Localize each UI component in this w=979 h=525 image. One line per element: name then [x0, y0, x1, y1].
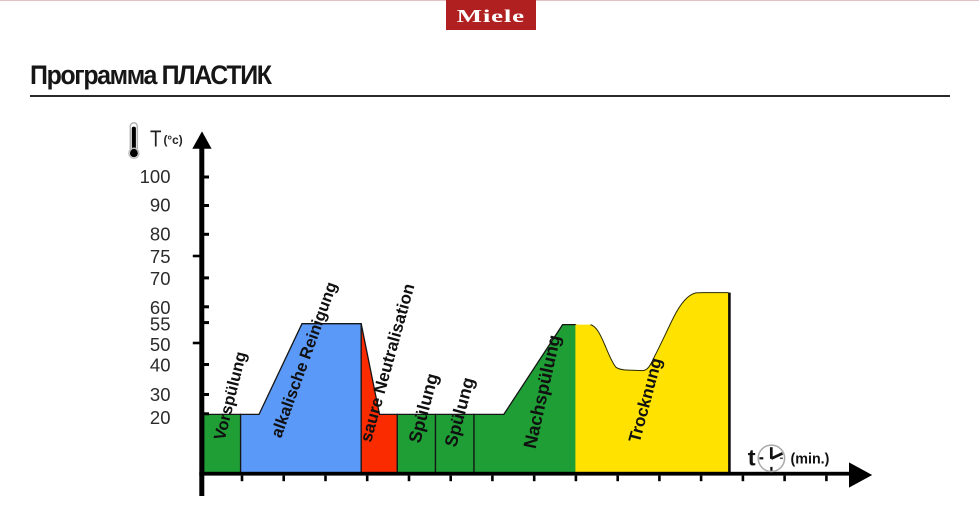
- svg-text:50: 50: [150, 334, 171, 355]
- svg-text:t: t: [748, 445, 756, 471]
- svg-text:70: 70: [150, 268, 171, 289]
- svg-text:60: 60: [150, 297, 171, 318]
- svg-text:80: 80: [150, 224, 171, 245]
- svg-text:55: 55: [150, 313, 171, 334]
- svg-text:30: 30: [150, 384, 171, 405]
- svg-text:100: 100: [140, 166, 171, 187]
- svg-text:75: 75: [150, 246, 171, 267]
- svg-text:T: T: [150, 126, 162, 152]
- svg-text:(°c): (°c): [164, 133, 183, 147]
- svg-text:20: 20: [150, 407, 171, 428]
- svg-text:(min.): (min.): [791, 452, 830, 468]
- svg-text:40: 40: [150, 355, 171, 376]
- svg-text:90: 90: [150, 194, 171, 215]
